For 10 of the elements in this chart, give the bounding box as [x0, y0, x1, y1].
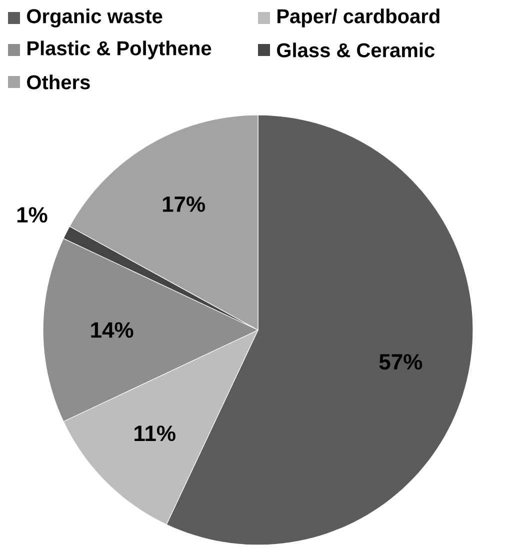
legend-label: Others	[27, 74, 90, 90]
data-label: 57%	[379, 354, 422, 370]
legend-label: Paper/ cardboard	[278, 8, 440, 28]
legend-label: Plastic & Polythene	[28, 40, 212, 60]
legend-label: Organic waste	[27, 8, 162, 28]
data-label: 11%	[134, 426, 176, 442]
data-label: 17%	[162, 196, 205, 212]
data-label: 14%	[91, 322, 134, 338]
data-label: 1%	[17, 207, 48, 223]
legend-label: Glass & Ceramic	[277, 42, 435, 58]
